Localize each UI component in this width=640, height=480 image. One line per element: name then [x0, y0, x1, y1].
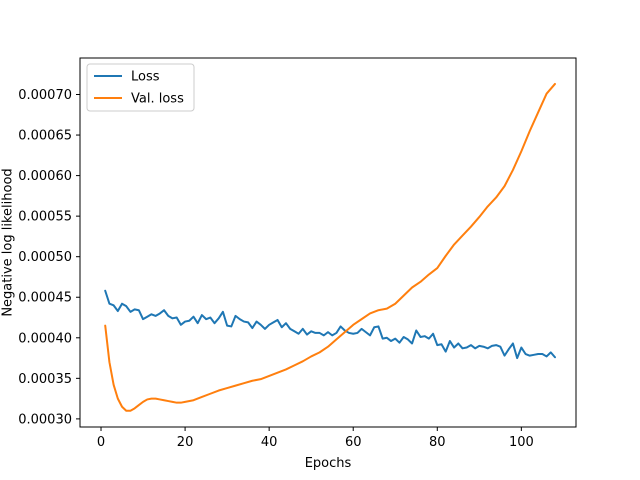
y-tick-label: 0.00045: [18, 291, 72, 306]
x-tick-label: 80: [429, 435, 446, 450]
x-axis-label: Epochs: [305, 456, 352, 471]
y-tick-label: 0.00030: [18, 412, 72, 427]
x-tick-label: 40: [261, 435, 278, 450]
x-tick-label: 0: [97, 435, 105, 450]
legend: Loss Val. loss: [86, 63, 195, 112]
y-tick-label: 0.00050: [18, 250, 72, 265]
y-axis-label: Negative log likelihood: [1, 168, 16, 316]
series-line-loss: [104, 289, 556, 360]
y-tick-label: 0.00060: [18, 169, 72, 184]
legend-label: Loss: [131, 70, 160, 85]
plot-frame: [79, 57, 577, 428]
y-axis-ticks: 0.00030 0.00035 0.00040 0.00045 0.00050 0.000…: [18, 88, 80, 427]
series-layer: [104, 82, 556, 412]
x-tick-label: 100: [509, 435, 534, 450]
y-tick-label: 0.00055: [18, 210, 72, 225]
series-line-val-loss: [104, 82, 556, 412]
x-axis-ticks: 0 20 40 60 80 100: [97, 427, 534, 450]
x-tick-label: 60: [345, 435, 362, 450]
y-tick-label: 0.00070: [18, 88, 72, 103]
legend-label: Val. loss: [131, 92, 184, 107]
x-tick-label: 20: [177, 435, 194, 450]
y-tick-label: 0.00040: [18, 331, 72, 346]
y-tick-label: 0.00065: [18, 129, 72, 144]
y-tick-label: 0.00035: [18, 372, 72, 387]
